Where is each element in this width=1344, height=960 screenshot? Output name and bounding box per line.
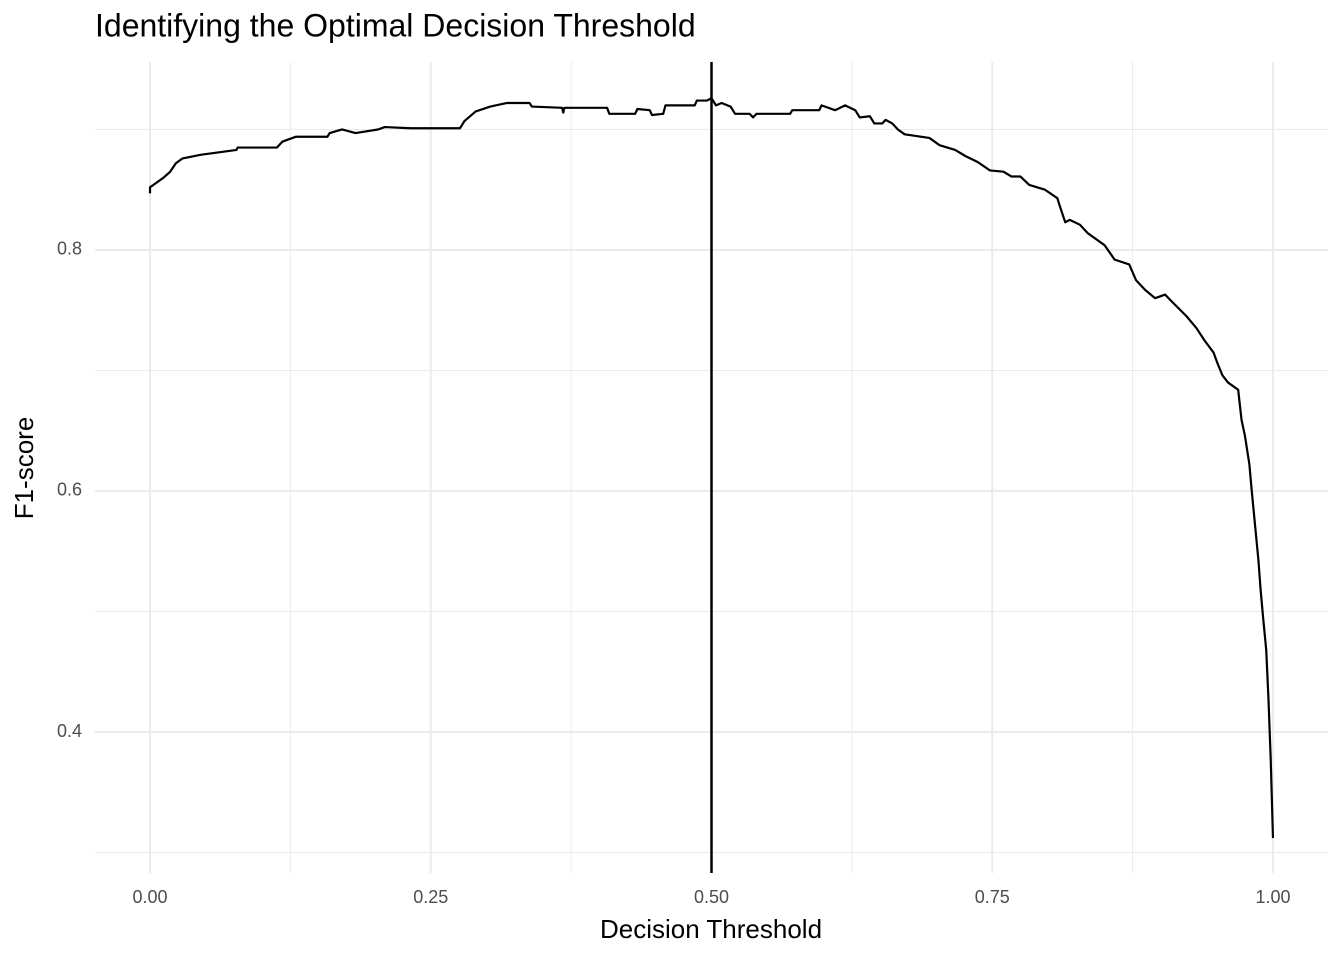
x-axis-title: Decision Threshold [600, 914, 822, 944]
y-tick-label: 0.6 [57, 480, 82, 500]
x-tick-label: 0.25 [413, 887, 448, 907]
x-tick-label: 0.50 [694, 887, 729, 907]
y-axis-title: F1-score [9, 417, 39, 520]
data-line [148, 97, 1275, 839]
chart-title: Identifying the Optimal Decision Thresho… [95, 7, 696, 43]
y-tick-label: 0.8 [57, 239, 82, 259]
y-tick-label: 0.4 [57, 721, 82, 741]
x-tick-label: 0.75 [975, 887, 1010, 907]
x-tick-label: 0.00 [133, 887, 168, 907]
x-tick-label: 1.00 [1255, 887, 1290, 907]
